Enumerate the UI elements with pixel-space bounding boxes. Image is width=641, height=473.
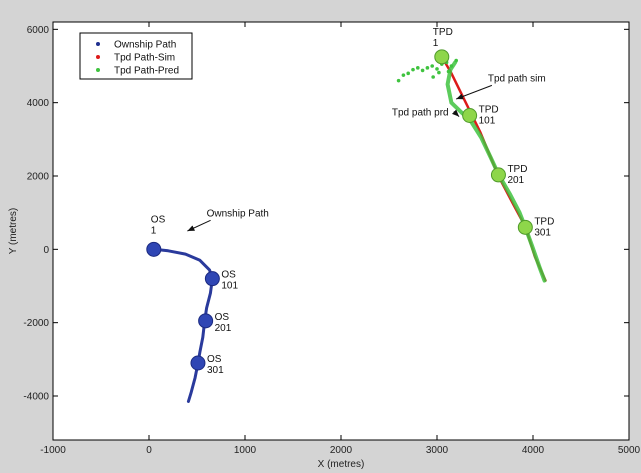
legend-swatch: [96, 42, 100, 46]
axes-layer: -1000 0 1000 2000 3000 4000 5000 -4000 -2000 0 200…: [23, 22, 641, 456]
annotation-ownship-path: Ownship Path: [207, 208, 269, 219]
marker-label-tpd-101: TPD: [479, 105, 499, 116]
pred-scatter-point: [437, 70, 441, 75]
x-tick-label: 2000: [330, 445, 353, 456]
marker-label-tpd-301: TPD: [534, 216, 554, 227]
marker-label-os-301: OS: [207, 354, 222, 365]
y-tick-label: 4000: [27, 98, 50, 109]
marker-label-tpd-201: TPD: [507, 164, 527, 175]
path-marker-tpd-201: [490, 167, 506, 183]
legend-label: Tpd Path-Sim: [114, 53, 175, 64]
marker-index-os-301: 301: [207, 365, 224, 376]
marker-index-os-201: 201: [215, 323, 232, 334]
path-marker-tpd-101: [462, 108, 478, 123]
y-tick-label: -2000: [23, 318, 49, 329]
pred-scatter-point: [446, 69, 451, 74]
path-marker-tpd-1: [434, 49, 450, 65]
pred-scatter-point: [396, 78, 401, 83]
y-tick-label: 0: [43, 245, 49, 256]
pred-scatter-point: [411, 67, 415, 72]
plot-area: [52, 21, 630, 441]
marker-label-os-101: OS: [221, 270, 236, 281]
annotation-layer: Ownship Path Tpd path sim Tpd path prd: [187, 73, 546, 232]
annotation-arrow: [451, 109, 460, 117]
legend-label: Ownship Path: [114, 40, 176, 51]
marker-label-tpd-1: TPD: [433, 27, 453, 38]
marker-index-tpd-101: 101: [479, 116, 496, 127]
marker-index-os-101: 101: [221, 281, 238, 292]
x-tick-label: 4000: [522, 445, 545, 456]
series-line-ownship-path: [152, 247, 214, 403]
path-marker-os-1: [146, 241, 162, 257]
series-line-tpd-path-pred: [445, 60, 547, 283]
pred-scatter-point: [425, 66, 430, 70]
legend-swatch: [96, 55, 100, 59]
legend-label: Tpd Path-Pred: [114, 66, 179, 77]
marker-index-tpd-201: 201: [507, 175, 524, 186]
legend-swatch: [96, 68, 100, 72]
path-marker-tpd-301: [517, 219, 533, 235]
y-axis-label: Y (metres): [8, 208, 19, 255]
x-tick-label: -1000: [40, 445, 66, 456]
pred-scatter-point: [430, 64, 435, 68]
y-tick-label: -4000: [23, 392, 49, 403]
y-tick-label: 6000: [27, 25, 50, 36]
x-tick-label: 1000: [234, 445, 257, 456]
marker-index-tpd-1: 1: [433, 38, 439, 49]
x-axis-label: X (metres): [318, 459, 365, 470]
path-marker-os-101: [204, 271, 220, 287]
pred-scatter-point: [420, 68, 425, 73]
marker-index-tpd-301: 301: [534, 227, 551, 238]
legend: Ownship Path Tpd Path-Sim Tpd Path-Pred: [79, 32, 193, 80]
annotation-tpd-path-prd: Tpd path prd: [392, 108, 449, 119]
pred-scatter-point: [435, 67, 439, 71]
x-tick-label: 0: [146, 445, 152, 456]
x-tick-label: 5000: [618, 445, 641, 456]
pred-scatter-point: [416, 66, 420, 70]
marker-label-os-1: OS: [151, 214, 166, 225]
pred-scatter-point: [406, 71, 411, 76]
pred-scatter-point: [431, 75, 435, 79]
marker-index-os-1: 1: [151, 225, 157, 236]
pred-scatter-point: [454, 58, 459, 63]
x-tick-label: 3000: [426, 445, 449, 456]
marker-label-os-201: OS: [215, 312, 230, 323]
y-tick-label: 2000: [27, 172, 50, 183]
path-marker-os-301: [190, 355, 206, 371]
pred-scatter-point: [401, 73, 406, 77]
annotation-arrow: [187, 219, 211, 232]
annotation-tpd-path-sim: Tpd path sim: [488, 73, 546, 84]
annotation-arrow: [456, 84, 493, 100]
pred-scatter-point: [449, 64, 454, 68]
path-marker-os-201: [198, 313, 214, 329]
